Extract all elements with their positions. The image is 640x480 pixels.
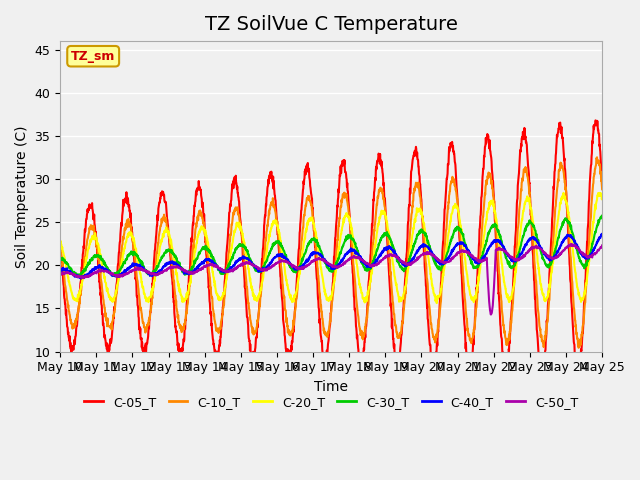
Line: C-10_T: C-10_T xyxy=(60,157,602,348)
C-05_T xyxy=(259,246,267,252)
C-20_T xyxy=(433,300,440,306)
Line: C-40_T: C-40_T xyxy=(60,234,602,278)
C-50_T xyxy=(87,271,95,277)
C-10_T xyxy=(172,302,180,308)
C-20_T xyxy=(280,260,288,265)
C-30_T xyxy=(76,274,83,280)
C-50_T xyxy=(568,241,575,247)
C-20_T xyxy=(56,240,64,246)
C-10_T xyxy=(598,186,606,192)
C-40_T xyxy=(56,267,64,273)
C-30_T xyxy=(56,256,64,262)
C-40_T xyxy=(172,262,180,267)
C-10_T xyxy=(277,265,285,271)
Line: C-20_T: C-20_T xyxy=(60,193,602,303)
C-10_T xyxy=(280,295,288,301)
C-30_T xyxy=(278,244,285,250)
Y-axis label: Soil Temperature (C): Soil Temperature (C) xyxy=(15,125,29,267)
C-05_T xyxy=(574,370,582,376)
C-05_T xyxy=(598,182,606,188)
C-10_T xyxy=(56,240,64,245)
C-10_T xyxy=(259,272,267,277)
C-20_T xyxy=(426,266,434,272)
C-30_T xyxy=(598,213,605,218)
C-05_T xyxy=(56,241,64,247)
C-20_T xyxy=(277,242,285,248)
Legend: C-05_T, C-10_T, C-20_T, C-30_T, C-40_T, C-50_T: C-05_T, C-10_T, C-20_T, C-30_T, C-40_T, … xyxy=(79,391,583,414)
C-50_T xyxy=(259,268,267,274)
C-40_T xyxy=(77,276,85,281)
C-50_T xyxy=(280,258,288,264)
C-20_T xyxy=(172,266,180,272)
C-05_T xyxy=(277,283,285,288)
C-40_T xyxy=(598,231,606,237)
C-05_T xyxy=(280,324,288,329)
Line: C-05_T: C-05_T xyxy=(60,120,602,373)
C-05_T xyxy=(426,342,434,348)
C-05_T xyxy=(172,327,180,333)
C-30_T xyxy=(259,264,267,269)
C-50_T xyxy=(56,271,64,276)
C-40_T xyxy=(280,254,288,260)
C-05_T xyxy=(87,204,95,210)
C-05_T xyxy=(591,118,599,123)
C-50_T xyxy=(487,312,495,317)
C-30_T xyxy=(427,246,435,252)
C-50_T xyxy=(426,251,434,257)
C-40_T xyxy=(259,265,267,271)
C-40_T xyxy=(278,252,285,258)
C-20_T xyxy=(560,190,568,196)
C-30_T xyxy=(172,255,180,261)
C-50_T xyxy=(277,257,285,263)
C-10_T xyxy=(426,312,434,318)
X-axis label: Time: Time xyxy=(314,380,348,394)
C-10_T xyxy=(575,345,582,351)
C-20_T xyxy=(259,276,267,281)
Line: C-30_T: C-30_T xyxy=(60,216,602,277)
Line: C-50_T: C-50_T xyxy=(60,244,602,314)
C-10_T xyxy=(593,155,601,160)
Title: TZ SoilVue C Temperature: TZ SoilVue C Temperature xyxy=(205,15,458,34)
C-40_T xyxy=(427,248,435,253)
C-20_T xyxy=(598,195,606,201)
C-40_T xyxy=(88,268,95,274)
C-50_T xyxy=(172,264,180,270)
C-30_T xyxy=(598,216,606,221)
C-20_T xyxy=(87,238,95,244)
C-30_T xyxy=(88,257,95,263)
Text: TZ_sm: TZ_sm xyxy=(71,50,115,63)
C-50_T xyxy=(598,242,606,248)
C-10_T xyxy=(87,223,95,229)
C-30_T xyxy=(280,249,288,254)
